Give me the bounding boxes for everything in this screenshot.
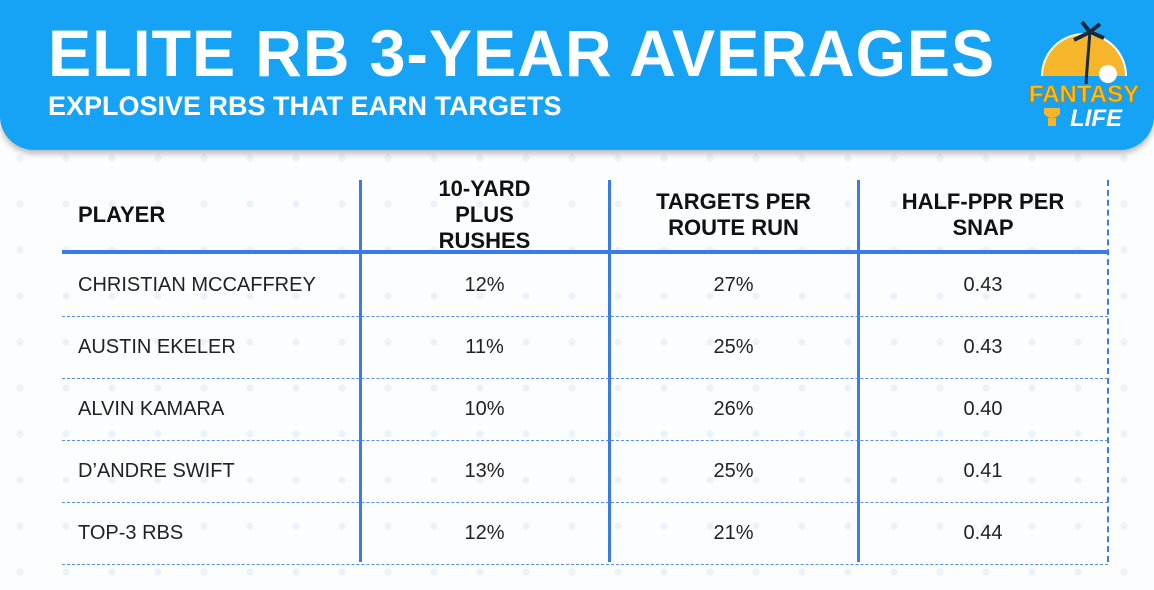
player-name-cell: TOP-3 RBS (78, 521, 184, 544)
stat-cell: 0.43 (963, 273, 1003, 296)
stat-cell: 25% (713, 335, 754, 358)
stat-cell: 26% (713, 397, 754, 420)
player-name-cell: CHRISTIAN MCCAFFREY (78, 273, 316, 296)
stat-cell: 13% (464, 459, 505, 482)
stat-cell: 12% (464, 273, 505, 296)
column-header-half-ppr-per-snap: HALF-PPR PER SNAP (901, 189, 1065, 240)
column-header-targets-per-route: TARGETS PER ROUTE RUN (656, 189, 811, 240)
column-header-player: PLAYER (78, 202, 166, 227)
svg-text:LIFE: LIFE (1070, 105, 1123, 132)
stat-cell: 21% (713, 521, 754, 544)
column-divider (608, 180, 611, 562)
column-divider (857, 180, 860, 562)
stat-cell: 10% (464, 397, 505, 420)
stat-cell: 25% (713, 459, 754, 482)
table-right-border (1107, 180, 1109, 562)
header-banner: ELITE RB 3-YEAR AVERAGES EXPLOSIVE RBS T… (0, 0, 1154, 150)
fantasy-life-logo: FANTASY LIFE (1028, 20, 1140, 132)
table-header: PLAYER 10-YARD PLUS RUSHES TARGETS PER R… (62, 176, 1108, 254)
stat-cell: 11% (465, 335, 504, 358)
stat-cell: 27% (713, 273, 754, 296)
column-header-10-yard-rushes: 10-YARD PLUS RUSHES (438, 176, 531, 253)
stat-cell: 0.40 (963, 397, 1003, 420)
table-row: CHRISTIAN MCCAFFREY 12% 27% 0.43 (62, 254, 1108, 317)
table-row: ALVIN KAMARA 10% 26% 0.40 (62, 378, 1108, 441)
page-title: ELITE RB 3-YEAR AVERAGES (48, 16, 996, 90)
stat-cell: 0.44 (963, 521, 1003, 544)
player-name-cell: D’ANDRE SWIFT (78, 459, 235, 482)
table-row: AUSTIN EKELER 11% 25% 0.43 (62, 316, 1108, 379)
player-name-cell: AUSTIN EKELER (78, 335, 236, 358)
stat-cell: 0.41 (963, 459, 1003, 482)
page-subtitle: EXPLOSIVE RBS THAT EARN TARGETS (48, 91, 562, 121)
table-row: D’ANDRE SWIFT 13% 25% 0.41 (62, 440, 1108, 503)
svg-text:FANTASY: FANTASY (1029, 81, 1139, 108)
table-row: TOP-3 RBS 12% 21% 0.44 (62, 502, 1108, 565)
stat-cell: 0.43 (963, 335, 1003, 358)
column-divider (359, 180, 362, 562)
player-name-cell: ALVIN KAMARA (78, 397, 225, 420)
stat-cell: 12% (464, 521, 505, 544)
